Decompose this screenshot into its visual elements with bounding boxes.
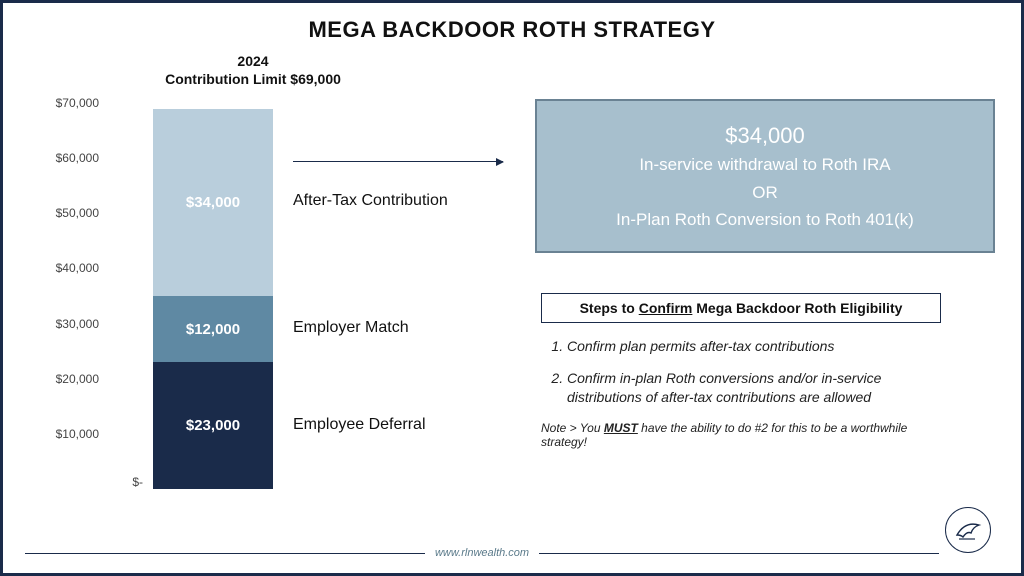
after-tax-arrow bbox=[293, 161, 503, 162]
bird-icon bbox=[953, 515, 983, 545]
callout-line1: In-service withdrawal to Roth IRA bbox=[639, 155, 890, 174]
stacked-bar: $34,000$12,000$23,000 bbox=[153, 109, 273, 489]
contribution-chart: $70,000$60,000$50,000$40,000$30,000$20,0… bbox=[43, 103, 473, 513]
callout-or: OR bbox=[551, 180, 979, 206]
bar-segment-employee_deferral: $23,000 bbox=[153, 362, 273, 489]
steps-title-underlined: Confirm bbox=[639, 300, 693, 316]
segment-label-employee_deferral: Employee Deferral bbox=[293, 416, 426, 434]
strategy-note: Note > You MUST have the ability to do #… bbox=[541, 421, 941, 449]
y-tick-label: $10,000 bbox=[43, 427, 99, 441]
step-item: Confirm in-plan Roth conversions and/or … bbox=[567, 369, 941, 407]
eligibility-steps: Confirm plan permits after-tax contribut… bbox=[541, 337, 941, 408]
bar-segment-after_tax: $34,000 bbox=[153, 109, 273, 296]
conversion-callout: $34,000 In-service withdrawal to Roth IR… bbox=[535, 99, 995, 253]
page-title: MEGA BACKDOOR ROTH STRATEGY bbox=[25, 17, 999, 43]
chart-subtitle: 2024 Contribution Limit $69,000 bbox=[143, 53, 363, 88]
note-pre: Note > You bbox=[541, 421, 604, 435]
x-axis-base-label: $- bbox=[103, 475, 143, 489]
subtitle-limit: Contribution Limit $69,000 bbox=[165, 71, 341, 87]
steps-title-box: Steps to Confirm Mega Backdoor Roth Elig… bbox=[541, 293, 941, 323]
y-tick-label: $20,000 bbox=[43, 372, 99, 386]
steps-title-post: Mega Backdoor Roth Eligibility bbox=[692, 300, 902, 316]
y-tick-label: $60,000 bbox=[43, 151, 99, 165]
footer: www.rlnwealth.com bbox=[25, 547, 999, 559]
brand-logo bbox=[945, 507, 991, 553]
note-must: MUST bbox=[604, 421, 638, 435]
y-tick-label: $40,000 bbox=[43, 261, 99, 275]
segment-label-after_tax: After-Tax Contribution bbox=[293, 192, 448, 210]
bar-segment-employer_match: $12,000 bbox=[153, 296, 273, 362]
subtitle-year: 2024 bbox=[237, 53, 268, 69]
y-tick-label: $30,000 bbox=[43, 317, 99, 331]
footer-url: www.rlnwealth.com bbox=[435, 547, 529, 559]
callout-line2: In-Plan Roth Conversion to Roth 401(k) bbox=[616, 210, 914, 229]
step-item: Confirm plan permits after-tax contribut… bbox=[567, 337, 941, 356]
y-tick-label: $70,000 bbox=[43, 96, 99, 110]
callout-amount: $34,000 bbox=[551, 119, 979, 152]
slide-frame: MEGA BACKDOOR ROTH STRATEGY 2024 Contrib… bbox=[0, 0, 1024, 576]
right-panel: $34,000 In-service withdrawal to Roth IR… bbox=[535, 99, 995, 449]
y-tick-label: $50,000 bbox=[43, 206, 99, 220]
footer-line-left bbox=[25, 553, 425, 554]
segment-label-employer_match: Employer Match bbox=[293, 319, 409, 337]
steps-title-pre: Steps to bbox=[580, 300, 639, 316]
footer-line-right bbox=[539, 553, 939, 554]
